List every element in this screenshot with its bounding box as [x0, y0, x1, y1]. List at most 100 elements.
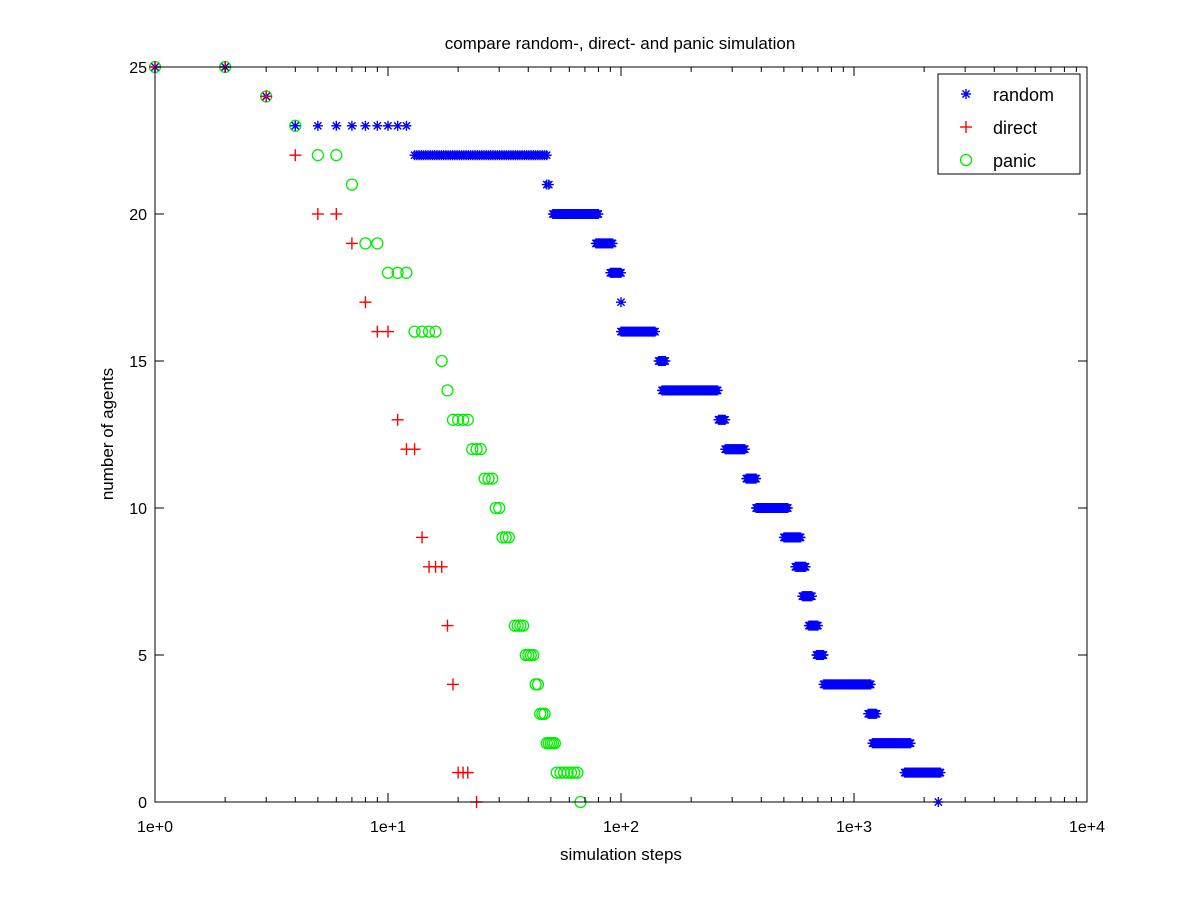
point-panic [289, 119, 302, 132]
point-random [905, 738, 916, 749]
point-panic [478, 472, 491, 485]
point-direct [345, 237, 358, 250]
y-tick-label: 5 [138, 648, 147, 665]
legend-label-random: random [993, 85, 1054, 105]
legend-label-panic: panic [993, 151, 1036, 171]
point-panic [561, 766, 574, 779]
point-panic [557, 766, 571, 779]
point-panic [489, 501, 502, 515]
point-random [607, 238, 618, 249]
point-random [806, 591, 817, 602]
point-panic [502, 531, 515, 544]
point-random [290, 120, 301, 131]
point-panic [496, 531, 509, 544]
point-random [360, 120, 371, 131]
point-direct [289, 149, 302, 162]
point-panic [466, 443, 479, 456]
legend: random direct panic [937, 73, 1081, 175]
point-random [346, 120, 357, 131]
point-panic [527, 648, 540, 662]
point-direct [260, 90, 273, 103]
chart-title: compare random-, direct- and panic simul… [445, 34, 796, 53]
point-direct [461, 766, 474, 779]
point-panic [391, 266, 404, 279]
point-panic [408, 325, 421, 338]
legend-marker-panic [959, 153, 973, 167]
point-panic [415, 325, 429, 338]
point-random [712, 385, 723, 396]
point-random [616, 297, 626, 308]
axis-ticks: 1e+0 1e+1 1e+2 1e+3 1e+4 0 5 10 15 20 25 [129, 60, 1105, 836]
point-direct [391, 413, 404, 426]
point-random [372, 120, 383, 131]
point-panic [548, 737, 561, 750]
point-panic [400, 266, 413, 279]
point-random [935, 767, 946, 778]
point-random [782, 503, 793, 513]
y-axis-label: number of agents [98, 368, 117, 500]
point-direct [382, 325, 394, 338]
point-panic [461, 413, 474, 426]
point-random [312, 120, 323, 131]
point-random [818, 650, 829, 660]
point-direct [446, 678, 459, 691]
point-panic [516, 619, 530, 632]
point-panic [345, 178, 359, 191]
point-panic [531, 678, 545, 691]
point-direct [416, 531, 429, 544]
point-panic [311, 149, 325, 162]
x-axis-label: simulation steps [560, 845, 682, 864]
point-random [871, 708, 882, 719]
point-panic [446, 413, 460, 426]
point-random [720, 414, 731, 425]
point-direct [359, 296, 372, 309]
point-panic [508, 619, 521, 632]
point-random [543, 179, 554, 190]
x-tick-label: 1e+2 [603, 819, 639, 836]
plot-frame [154, 66, 1088, 803]
point-random [739, 444, 750, 455]
point-random [331, 120, 342, 131]
point-direct [441, 619, 454, 632]
point-panic [499, 531, 512, 544]
point-panic [422, 325, 436, 338]
point-panic [474, 443, 487, 456]
legend-markers [959, 89, 973, 167]
x-tick-label: 1e+0 [137, 819, 173, 836]
point-direct [311, 208, 324, 220]
point-panic [486, 472, 499, 485]
x-tick-label: 1e+3 [836, 819, 872, 836]
point-panic [470, 443, 483, 456]
point-direct [435, 560, 448, 573]
point-random [751, 473, 762, 484]
point-random [650, 326, 661, 337]
point-random [865, 679, 876, 690]
legend-marker-random [961, 89, 971, 99]
point-panic [571, 766, 584, 779]
point-panic [429, 325, 442, 338]
point-panic [568, 766, 581, 779]
point-random [800, 561, 811, 572]
point-random [392, 120, 403, 131]
point-panic [493, 501, 506, 515]
y-tick-label: 0 [138, 795, 147, 812]
x-tick-label: 1e+1 [370, 819, 406, 836]
point-panic [381, 266, 395, 279]
series-random [150, 62, 946, 807]
point-panic [538, 707, 551, 720]
point-direct [330, 208, 343, 220]
point-panic [441, 384, 454, 397]
point-random [795, 532, 806, 543]
point-direct [371, 325, 384, 338]
point-random [812, 620, 823, 631]
point-panic [359, 237, 372, 250]
point-random [383, 120, 393, 131]
series-panic [148, 60, 587, 809]
point-panic [529, 678, 542, 691]
point-random [660, 356, 671, 366]
series-direct [149, 61, 483, 808]
point-direct [408, 443, 421, 456]
point-panic [482, 472, 495, 485]
